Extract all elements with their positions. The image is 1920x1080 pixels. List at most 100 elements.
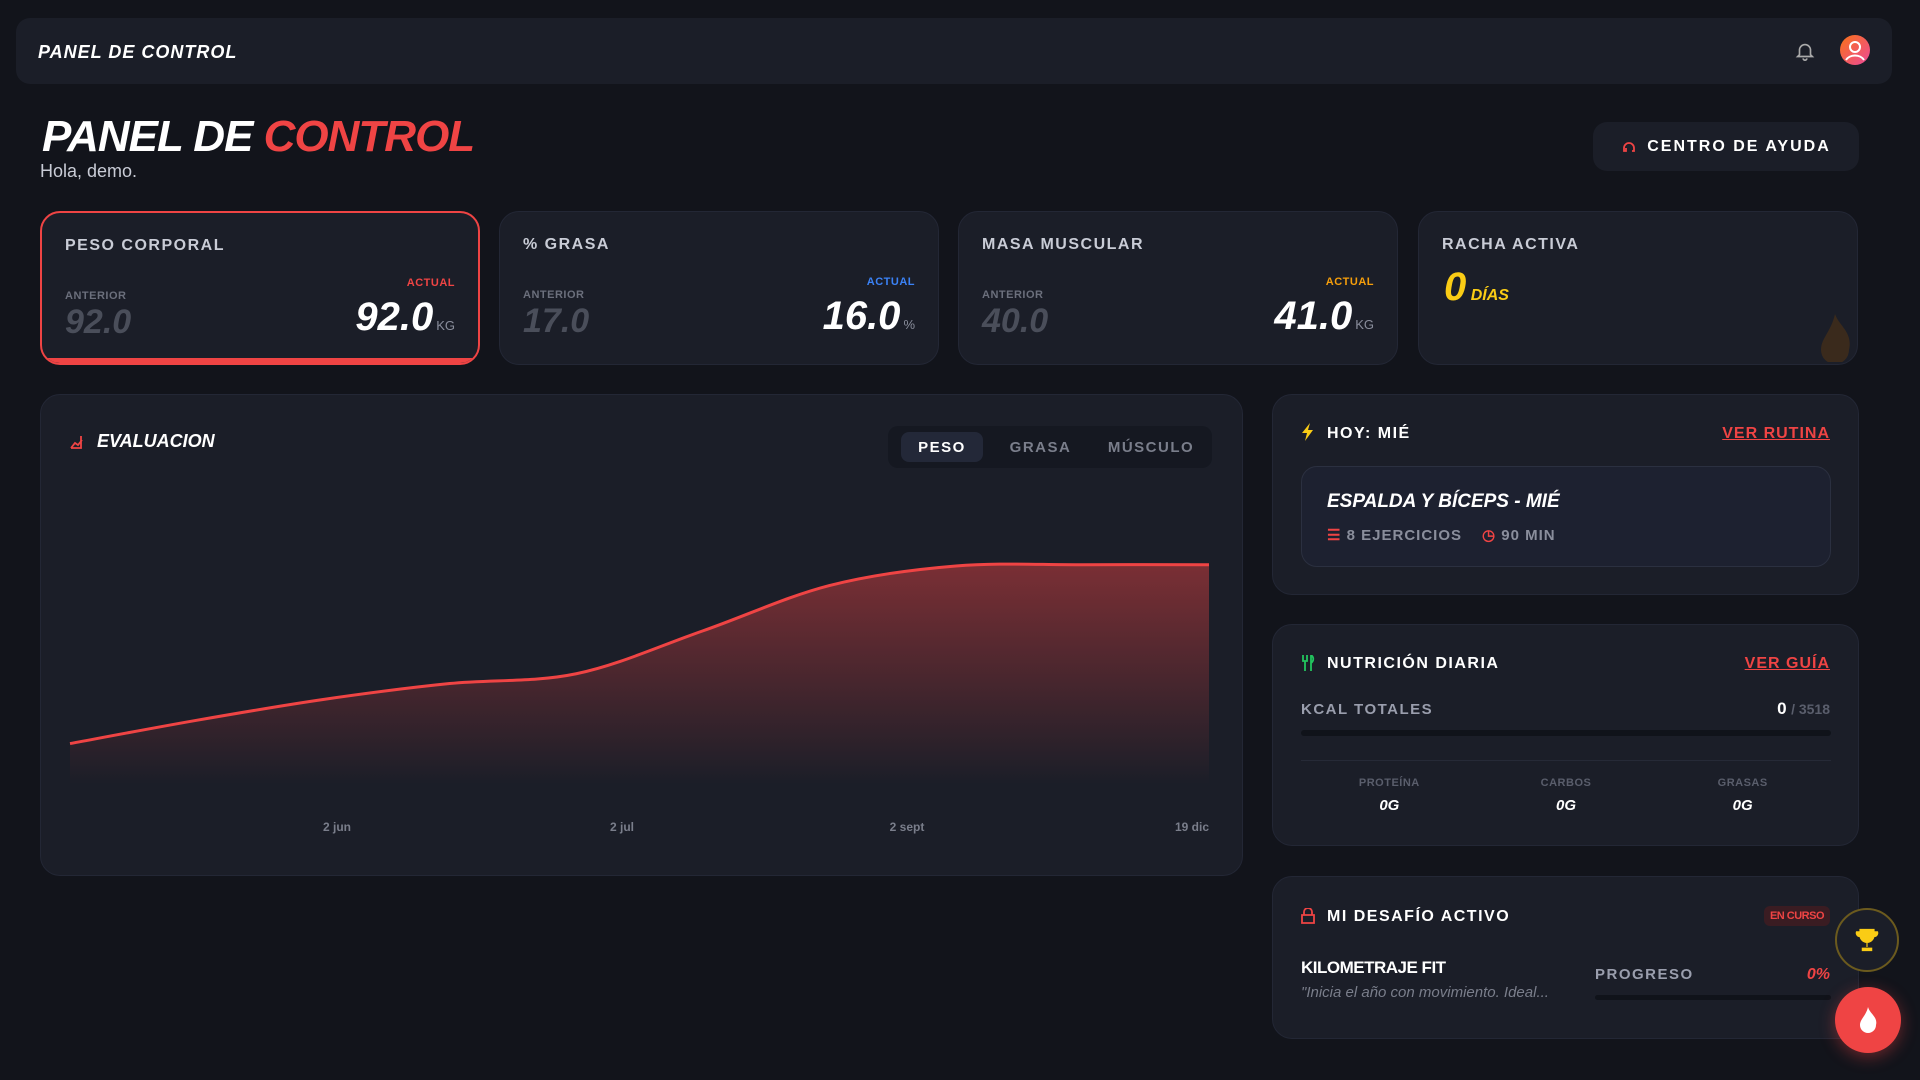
avatar[interactable] xyxy=(1839,34,1871,66)
current-value: 41.0 xyxy=(1274,294,1353,338)
chart-title: EVALUACION xyxy=(97,431,216,451)
stat-card: % GRASA ANTERIOR 17.0 ACTUAL 16.0% xyxy=(499,211,939,365)
macro-value: 0G xyxy=(1732,797,1753,814)
current-label: ACTUAL xyxy=(1325,276,1374,288)
kcal-label: KCAL TOTALES xyxy=(1301,701,1434,718)
x-tick-label: 2 jun xyxy=(323,820,351,834)
routine-name: ESPALDA Y BÍCEPS - MIÉ xyxy=(1327,491,1560,512)
kcal: 0 xyxy=(1777,699,1787,718)
kcal-track xyxy=(1301,730,1831,736)
streak-card: RACHA ACTIVA 0 DÍAS xyxy=(1418,211,1858,365)
today-link[interactable]: VER RUTINA xyxy=(1722,425,1830,442)
active-bar xyxy=(42,358,478,363)
streak-value: 0 xyxy=(1444,265,1467,309)
lock-icon xyxy=(1301,908,1315,924)
fire-button[interactable] xyxy=(1835,987,1901,1053)
help-icon xyxy=(1623,141,1636,152)
progress-track xyxy=(1595,995,1831,1000)
x-tick-label: 2 sept xyxy=(890,820,925,834)
previous-label: ANTERIOR xyxy=(982,289,1044,301)
title-main: PANEL DE xyxy=(42,112,253,161)
title-accent: CONTROL xyxy=(263,112,476,161)
macro-label: PROTEÍNA xyxy=(1358,777,1420,789)
macro-value: 0G xyxy=(1556,797,1577,814)
current-value: 92.0 xyxy=(355,295,434,339)
top-bar-title: PANEL DE CONTROL xyxy=(38,42,238,62)
bolt-icon xyxy=(1302,423,1313,441)
tab-active xyxy=(901,432,983,462)
tab[interactable]: GRASA xyxy=(1010,439,1072,456)
current-label: ACTUAL xyxy=(406,277,455,289)
macro: CARBOS 0G xyxy=(1478,777,1655,814)
stat-card: MASA MUSCULAR ANTERIOR 40.0 ACTUAL 41.0 KG xyxy=(958,211,1398,365)
page-title: PANEL DE CONTROL xyxy=(42,112,476,162)
flame-icon xyxy=(1821,314,1850,362)
routine-box[interactable]: ESPALDA Y BÍCEPS - MIÉ ☰ 8 EJERCICIOS ◷ … xyxy=(1301,466,1831,567)
kcal-goal: / 3518 xyxy=(1791,701,1830,717)
top-bar: PANEL DE CONTROL xyxy=(16,18,1892,84)
macro-label: GRASAS xyxy=(1717,777,1768,789)
x-tick-label: 2 jul xyxy=(610,820,634,834)
kcal-value: 0 / 3518 xyxy=(1777,699,1830,719)
progress-value: 0% xyxy=(1806,966,1830,983)
bell-icon[interactable] xyxy=(1794,40,1816,62)
progress-label: PROGRESO xyxy=(1595,966,1694,983)
stat-label: PESO CORPORAL xyxy=(65,237,225,254)
stat-label: % GRASA xyxy=(523,236,610,253)
nutrition-link[interactable]: VER GUÍA xyxy=(1744,655,1830,672)
duration: ◷ 90 MIN xyxy=(1482,527,1556,544)
trophy-icon xyxy=(1855,928,1879,952)
cutlery-icon xyxy=(1302,655,1315,671)
streak-value-row: 0 DÍAS xyxy=(1444,265,1509,310)
challenge-name: KILOMETRAJE FIT xyxy=(1301,958,1446,977)
divider xyxy=(1301,760,1831,761)
chart-icon xyxy=(70,436,83,449)
previous-label: ANTERIOR xyxy=(65,290,127,302)
stat-label: MASA MUSCULAR xyxy=(982,236,1145,253)
chart: EVALUACION PESO GRASA MÚSCULO 2 jun 2 jul 2 s… xyxy=(69,426,1212,834)
exercises: ☰ 8 EJERCICIOS xyxy=(1327,527,1462,544)
help-button[interactable]: CENTRO DE AYUDA xyxy=(1593,122,1859,171)
macros: PROTEÍNA 0G CARBOS 0G GRASAS 0G xyxy=(1301,777,1831,814)
area xyxy=(70,564,1209,784)
challenge-title: MI DESAFÍO ACTIVO xyxy=(1327,908,1511,925)
unit: KG xyxy=(1355,317,1374,332)
previous-label: ANTERIOR xyxy=(523,289,585,301)
tab[interactable]: PESO xyxy=(918,439,966,456)
tab[interactable]: MÚSCULO xyxy=(1108,438,1194,456)
current-value: 16.0 xyxy=(822,294,901,338)
streak-unit: DÍAS xyxy=(1470,287,1509,304)
macro: GRASAS 0G xyxy=(1654,777,1831,814)
macro: PROTEÍNA 0G xyxy=(1301,777,1478,814)
stat-card: PESO CORPORAL ANTERIOR 92.0 ACTUAL 92.0 KG xyxy=(40,211,480,365)
unit: % xyxy=(903,317,915,332)
trophy-button[interactable] xyxy=(1835,908,1899,972)
previous-value: 17.0 xyxy=(523,302,590,340)
fire-icon xyxy=(1860,1007,1877,1033)
previous-value: 92.0 xyxy=(65,303,132,341)
line xyxy=(69,562,1210,746)
unit: KG xyxy=(436,318,455,333)
current-row: 41.0 KG xyxy=(1274,294,1374,339)
help-label: CENTRO DE AYUDA xyxy=(1647,137,1831,155)
routine-meta: ☰ 8 EJERCICIOS ◷ 90 MIN xyxy=(1327,526,1556,544)
current-row: 92.0 KG xyxy=(355,295,455,340)
exercises-text: 8 EJERCICIOS xyxy=(1346,527,1462,544)
nutrition-title: NUTRICIÓN DIARIA xyxy=(1327,655,1500,672)
current-row: 16.0% xyxy=(823,294,915,339)
chart-card: EVALUACION PESO GRASA MÚSCULO 2 jun 2 jul 2 s… xyxy=(40,394,1243,876)
macro-label: CARBOS xyxy=(1540,777,1592,789)
x-tick-label: 19 dic xyxy=(1175,820,1209,834)
previous-value: 40.0 xyxy=(982,302,1049,340)
nutrition-card: NUTRICIÓN DIARIA VER GUÍA KCAL TOTALES 0… xyxy=(1272,624,1859,846)
challenge-description: "Inicia el año con movimiento. Ideal... xyxy=(1301,984,1549,1001)
duration-text: 90 MIN xyxy=(1501,527,1556,544)
today-card: HOY: MIÉ VER RUTINA ESPALDA Y BÍCEPS - M… xyxy=(1272,394,1859,595)
greeting: Hola, demo. xyxy=(40,161,138,181)
streak-label: RACHA ACTIVA xyxy=(1442,236,1580,253)
current-label: ACTUAL xyxy=(866,276,915,288)
today-title: HOY: MIÉ xyxy=(1327,425,1411,442)
challenge-card: MI DESAFÍO ACTIVO EN CURSO KILOMETRAJE F… xyxy=(1272,876,1859,1039)
macro-value: 0G xyxy=(1379,797,1400,814)
